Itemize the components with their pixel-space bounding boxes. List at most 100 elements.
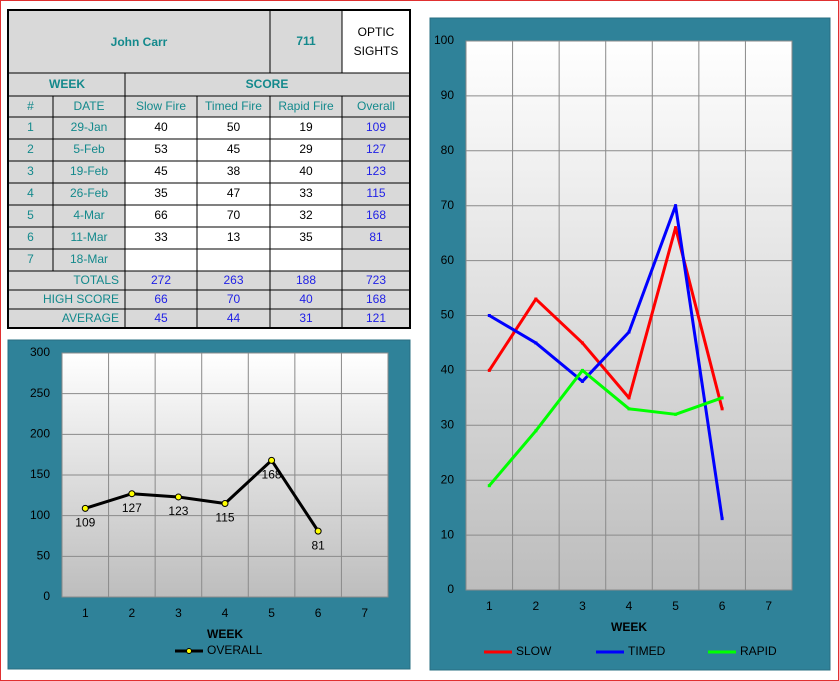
- y-tick-label: 0: [43, 589, 50, 603]
- table-value: 35: [154, 186, 168, 200]
- point-marker: [627, 330, 631, 334]
- table-value: 45: [227, 142, 241, 156]
- summary-value: 723: [366, 273, 386, 287]
- table-value: 4: [27, 186, 34, 200]
- point-marker: [720, 396, 724, 400]
- table-value: 32: [299, 208, 313, 222]
- data-label: 109: [75, 516, 95, 530]
- point-marker: [674, 204, 678, 208]
- column-header: DATE: [73, 99, 104, 113]
- table-value: 35: [299, 230, 313, 244]
- point-marker: [627, 396, 631, 400]
- y-tick-label: 0: [447, 582, 454, 596]
- table-value: 45: [154, 164, 168, 178]
- table-value: 3: [27, 164, 34, 178]
- legend-marker: [186, 648, 192, 654]
- x-tick-label: 2: [533, 599, 540, 613]
- table-value: 5: [27, 208, 34, 222]
- table-value: 81: [369, 230, 383, 244]
- table-value: 115: [366, 186, 385, 200]
- y-tick-label: 10: [441, 527, 455, 541]
- table-value: 123: [366, 164, 386, 178]
- point-marker: [627, 407, 631, 411]
- table-value: 127: [366, 142, 386, 156]
- column-header: #: [27, 99, 34, 113]
- data-label: 81: [311, 538, 325, 552]
- data-label: 127: [122, 501, 142, 515]
- y-tick-label: 200: [30, 427, 50, 441]
- summary-value: 121: [366, 311, 386, 325]
- table-value: 40: [299, 164, 313, 178]
- group-header: WEEK: [49, 77, 85, 91]
- summary-value: 66: [154, 292, 168, 306]
- table-cell: [124, 248, 198, 272]
- table-cell: [341, 9, 411, 74]
- division: OPTIC: [358, 25, 395, 39]
- table-value: 38: [227, 164, 241, 178]
- y-tick-label: 90: [441, 88, 455, 102]
- data-label: 168: [262, 468, 282, 482]
- summary-value: 45: [154, 311, 168, 325]
- x-tick-label: 5: [268, 606, 275, 620]
- table-value: 33: [299, 186, 313, 200]
- summary-value: 272: [151, 273, 171, 287]
- table-value: 66: [154, 208, 168, 222]
- y-tick-label: 20: [441, 472, 455, 486]
- table-value: 40: [154, 120, 168, 134]
- legend-label: RAPID: [740, 644, 777, 658]
- x-tick-label: 4: [222, 606, 229, 620]
- point-marker: [720, 517, 724, 521]
- table-value: 11-Mar: [70, 230, 107, 244]
- x-tick-label: 6: [315, 606, 322, 620]
- y-tick-label: 300: [30, 345, 50, 359]
- x-axis-title: WEEK: [207, 627, 243, 641]
- table-value: 26-Feb: [70, 186, 108, 200]
- point-marker: [580, 368, 584, 372]
- table-cell: [341, 248, 411, 272]
- summary-value: 31: [299, 311, 313, 325]
- point-marker: [580, 341, 584, 345]
- player-name: John Carr: [111, 35, 168, 49]
- table-value: 70: [227, 208, 241, 222]
- point-marker: [487, 368, 491, 372]
- summary-label: HIGH SCORE: [43, 292, 119, 306]
- table-value: 50: [227, 120, 241, 134]
- y-tick-label: 50: [37, 549, 51, 563]
- series-line: [488, 204, 724, 519]
- table-value: 19: [299, 120, 313, 134]
- table-value: 4-Mar: [73, 208, 104, 222]
- summary-value: 70: [227, 292, 241, 306]
- y-tick-label: 250: [30, 386, 50, 400]
- summary-value: 168: [366, 292, 386, 306]
- x-tick-label: 3: [579, 599, 586, 613]
- point-marker: [487, 314, 491, 317]
- x-tick-label: 4: [626, 599, 633, 613]
- x-tick-label: 6: [719, 599, 726, 613]
- table-value: 6: [27, 230, 34, 244]
- y-tick-label: 30: [441, 417, 455, 431]
- table-value: 7: [27, 252, 34, 266]
- x-tick-label: 1: [82, 606, 89, 620]
- summary-value: 40: [299, 292, 313, 306]
- column-header: Timed Fire: [205, 99, 262, 113]
- x-tick-label: 5: [672, 599, 679, 613]
- y-tick-label: 60: [441, 253, 455, 267]
- point-marker: [314, 527, 322, 535]
- x-tick-label: 3: [175, 606, 182, 620]
- table-value: 18-Mar: [70, 252, 108, 266]
- table-value: 53: [154, 142, 168, 156]
- column-header: Rapid Fire: [278, 99, 334, 113]
- table-border: [7, 9, 411, 329]
- table-value: 109: [366, 120, 386, 134]
- table-value: 19-Feb: [70, 164, 108, 178]
- table-value: 5-Feb: [73, 142, 105, 156]
- series-line: [488, 368, 723, 487]
- table-value: 33: [154, 230, 168, 244]
- point-marker: [128, 490, 136, 498]
- point-marker: [221, 499, 229, 507]
- table-value: 47: [227, 186, 241, 200]
- y-tick-label: 100: [434, 33, 454, 47]
- y-tick-label: 150: [30, 467, 50, 481]
- series-line: [84, 458, 320, 532]
